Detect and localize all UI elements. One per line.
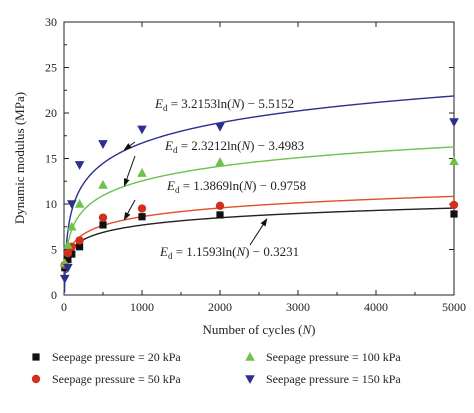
legend-marker [32,353,40,361]
data-point-series-2 [215,157,225,166]
legend-item: Seepage pressure = 100 kPa [245,350,401,364]
annotation-arrow-series-3 [123,141,136,151]
x-tick-label: 1000 [130,300,154,314]
data-point-series-3 [74,161,85,170]
y-tick-label: 25 [45,61,57,75]
annotation-arrow-series-2 [123,155,136,187]
data-point-series-1 [98,213,108,222]
data-point-series-2 [137,168,147,177]
x-axis-title: Number of cycles (N) [202,322,315,337]
data-point-series-2 [449,156,459,166]
fit-curve-series-3 [63,95,455,293]
y-tick-label: 5 [51,243,57,257]
legend-marker [245,352,255,361]
data-points-layer [59,118,459,284]
y-tick-label: 30 [45,15,57,29]
x-tick-label: 4000 [364,300,388,314]
x-tick-label: 3000 [286,300,310,314]
legend-marker [31,374,41,384]
data-point-series-0 [216,211,224,219]
legend-label: Seepage pressure = 50 kPa [52,372,181,386]
data-point-series-3 [215,122,225,132]
y-tick-label: 0 [51,288,57,302]
fit-curves-layer [63,95,455,293]
legend-item: Seepage pressure = 20 kPa [32,350,181,364]
equation-label-series-3: Ed = 3.2153ln(N) − 5.5152 [154,96,294,113]
ticks-layer: 0 1000 2000 3000 4000 5000 0 5 10 15 20 25 30 [45,15,466,314]
x-tick-label: 5000 [442,300,466,314]
data-point-series-3 [137,125,147,135]
data-point-series-2 [63,239,73,249]
fit-curve-series-2 [63,146,455,293]
data-point-series-3 [449,118,459,128]
legend: Seepage pressure = 20 kPa Seepage pressur… [31,350,401,386]
data-point-series-3 [59,274,70,284]
data-point-series-1 [215,201,225,211]
equation-label-series-1: Ed = 1.3869ln(N) − 0.9758 [166,178,306,195]
x-tick-label: 2000 [208,300,232,314]
data-point-series-0 [450,210,458,218]
data-point-series-0 [99,221,107,229]
legend-marker [245,375,255,384]
legend-label: Seepage pressure = 150 kPa [266,372,401,386]
legend-item: Seepage pressure = 150 kPa [245,372,401,386]
data-point-series-0 [76,243,84,251]
legend-label: Seepage pressure = 20 kPa [52,350,181,364]
annotation-arrow-series-0 [249,218,268,246]
data-point-series-3 [98,140,108,149]
data-point-series-2 [74,199,85,208]
data-point-series-1 [449,200,459,210]
equation-label-series-0: Ed = 1.1593ln(N) − 0.3231 [159,244,299,261]
equation-label-series-2: Ed = 2.3212ln(N) − 3.4983 [164,138,304,155]
data-point-series-1 [63,248,73,258]
data-point-series-3 [67,200,77,209]
legend-label: Seepage pressure = 100 kPa [266,350,401,364]
y-tick-label: 15 [45,152,57,166]
annotation-arrow-series-1 [123,199,136,221]
data-point-series-1 [137,204,147,213]
legend-item: Seepage pressure = 50 kPa [31,372,181,386]
y-tick-label: 20 [45,106,57,120]
data-point-series-0 [138,213,146,221]
annotations-layer: Ed = 3.2153ln(N) − 5.5152 Ed = 2.3212ln(N… [123,96,306,261]
y-axis-title: Dynamic modulus (MPa) [12,92,27,224]
data-point-series-1 [75,236,84,245]
y-tick-label: 10 [45,197,57,211]
data-point-series-3 [63,263,73,273]
data-point-series-2 [98,179,108,189]
data-point-series-2 [67,221,77,231]
data-point-series-0 [64,255,72,264]
x-tick-label: 0 [61,300,67,314]
